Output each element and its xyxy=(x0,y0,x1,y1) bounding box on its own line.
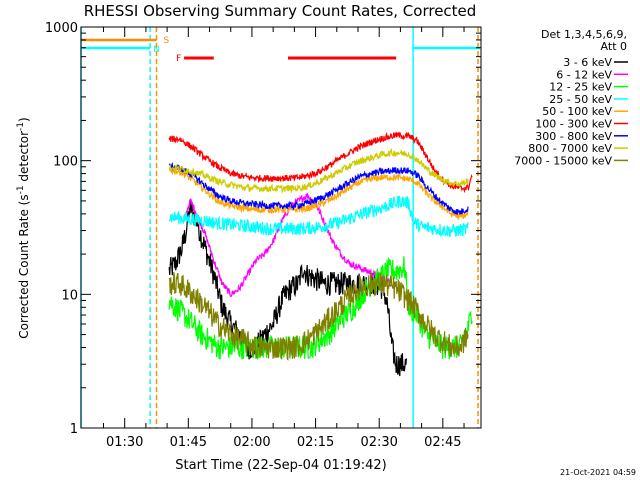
y-axis-label-part: detector xyxy=(17,131,31,186)
series-line xyxy=(183,193,393,298)
legend-label: 100 - 300 keV xyxy=(535,118,612,131)
series-line xyxy=(168,162,469,216)
x-tick-label: 02:15 xyxy=(297,435,334,450)
x-tick-label: 02:00 xyxy=(233,435,270,450)
y-axis-label-superscript: -1 xyxy=(16,185,26,194)
legend-label: 12 - 25 keV xyxy=(549,81,612,94)
axes: 1 10 100 1000 01:30 01:45 02:00 02:15 02:30 02:45 xyxy=(45,21,482,450)
y-axis-label-superscript: -1 xyxy=(16,122,26,131)
x-tick-label: 01:45 xyxy=(170,435,207,450)
y-tick-label: 1 xyxy=(70,422,78,437)
legend-label: 50 - 100 keV xyxy=(542,105,612,118)
flag-s-label: S xyxy=(164,36,170,46)
y-axis-label-part: Corrected Count Rate (s xyxy=(17,194,31,338)
legend-label: 800 - 7000 keV xyxy=(528,142,612,155)
flag-f-label: F xyxy=(176,54,181,64)
y-axis-label: Corrected Count Rate (s-1 detector-1) xyxy=(16,117,31,338)
y-tick-label: 1000 xyxy=(45,21,78,36)
legend-label: 25 - 50 keV xyxy=(549,93,612,106)
series-line xyxy=(168,147,469,194)
legend-label: 6 - 12 keV xyxy=(556,68,612,81)
y-axis-label-part: ) xyxy=(17,117,31,122)
plot-area: SN F xyxy=(80,27,480,428)
series-line xyxy=(168,195,469,238)
x-tick-label: 01:30 xyxy=(106,435,143,450)
flag-n-label: N xyxy=(153,45,160,55)
series-line xyxy=(168,131,473,194)
x-tick-label: 02:30 xyxy=(360,435,397,450)
series-line xyxy=(168,271,469,361)
y-tick-label: 10 xyxy=(61,288,78,303)
x-axis-label: Start Time (22-Sep-04 01:19:42) xyxy=(175,458,386,473)
x-tick-label: 02:45 xyxy=(424,435,461,450)
plot-frame xyxy=(80,26,482,429)
legend-header: Att 0 xyxy=(601,40,627,53)
legend-label: 7000 - 15000 keV xyxy=(514,154,612,167)
y-tick-label: 100 xyxy=(53,155,78,170)
legend-label: 3 - 6 keV xyxy=(563,56,612,69)
series-line xyxy=(168,167,469,220)
chart-title: RHESSI Observing Summary Count Rates, Co… xyxy=(84,2,477,20)
footer-timestamp: 21-Oct-2021 04:59 xyxy=(560,468,636,477)
legend-header: Det 1,3,4,5,6,9, xyxy=(541,28,627,41)
legend-label: 300 - 800 keV xyxy=(535,130,612,143)
